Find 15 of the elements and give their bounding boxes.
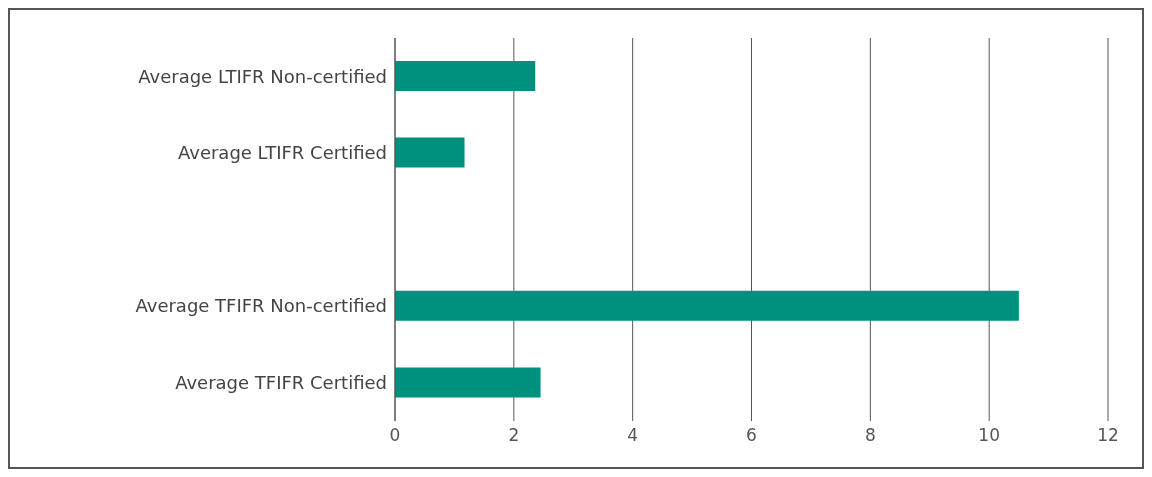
x-tick-label: 4 — [627, 425, 639, 446]
x-tick-label: 12 — [1097, 425, 1119, 446]
bar — [395, 290, 1019, 321]
x-tick-label: 10 — [978, 425, 1000, 446]
y-tick-label: Average TFIFR Non-certified — [135, 295, 387, 317]
x-tick-label: 6 — [746, 425, 757, 446]
x-tick-label: 8 — [864, 425, 876, 446]
y-tick-label: Average TFIFR Certified — [175, 372, 387, 394]
x-tick-label: 2 — [508, 425, 520, 446]
x-tick-label: 0 — [389, 425, 401, 446]
bar — [395, 137, 465, 168]
y-tick-label: Average LTIFR Certified — [177, 142, 387, 164]
y-tick-label: Average LTIFR Non-certified — [138, 65, 387, 87]
bar — [395, 367, 541, 398]
bar — [395, 61, 536, 91]
